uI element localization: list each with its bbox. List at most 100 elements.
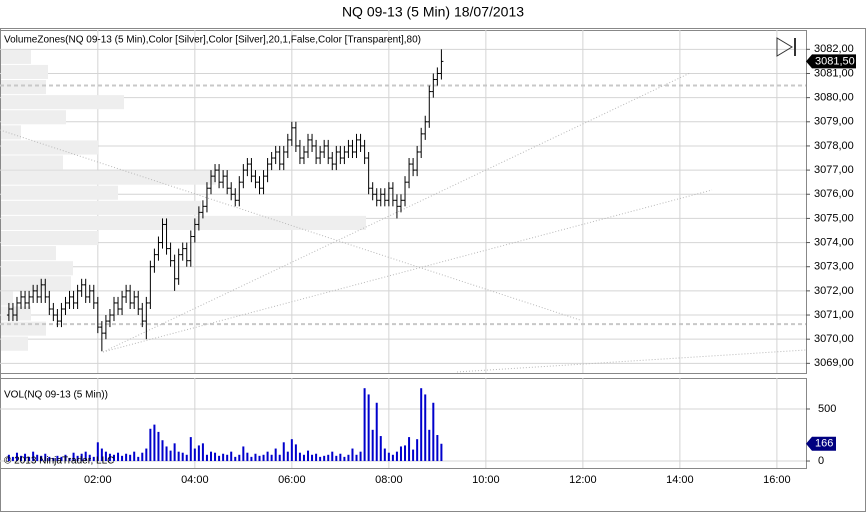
volume-bar	[387, 452, 390, 462]
x-tick-label: 14:00	[666, 474, 694, 486]
volume-bar	[399, 446, 402, 462]
volume-bar	[193, 448, 196, 462]
volume-bar	[408, 437, 411, 462]
volume-bar	[104, 451, 107, 462]
volume-bar	[28, 456, 31, 462]
volume-bar	[80, 453, 83, 462]
volume-bar	[40, 455, 43, 462]
volume-zone	[1, 95, 124, 110]
trend-line	[456, 349, 807, 373]
volume-bar	[315, 453, 318, 462]
volume-bar	[278, 454, 281, 462]
volume-bar	[209, 451, 212, 462]
volume-bar	[56, 455, 59, 462]
x-tick-label: 10:00	[472, 474, 500, 486]
volume-bar	[258, 455, 261, 462]
volume-bar	[145, 448, 148, 462]
play-icon-shape[interactable]	[776, 37, 793, 57]
volume-bar	[230, 451, 233, 462]
trend-line	[102, 189, 713, 353]
volume-bar	[68, 457, 71, 462]
x-tick-label: 08:00	[375, 474, 403, 486]
volume-bar	[246, 452, 249, 462]
volume-bar	[222, 453, 225, 462]
volume-zone	[1, 246, 56, 261]
volume-bar	[290, 439, 293, 462]
volume-bar	[351, 448, 354, 462]
volume-bar	[250, 456, 253, 462]
volume-bar	[311, 454, 314, 462]
volume-bar	[242, 446, 245, 462]
volume-bar	[7, 454, 10, 462]
volume-marker	[806, 436, 836, 451]
volume-zone	[1, 140, 98, 155]
y-tick-label: 3072,00	[814, 285, 854, 297]
volume-bar	[201, 443, 204, 462]
price-marker-label: 3081,50	[815, 55, 855, 67]
volume-bar	[274, 448, 277, 462]
y-tick-label: 0	[818, 455, 824, 467]
volume-bar	[424, 394, 427, 462]
y-tick-label: 500	[818, 403, 836, 415]
volume-bar	[149, 428, 152, 462]
volume-zone	[1, 230, 98, 246]
y-tick-label: 3070,00	[814, 333, 854, 345]
volume-bar	[177, 451, 180, 462]
volume-zone	[1, 170, 216, 185]
volume-bar	[214, 452, 217, 462]
volume-bar	[121, 455, 124, 462]
volume-bar	[15, 452, 18, 462]
volume-bar	[197, 445, 200, 462]
volume-zone	[1, 215, 366, 230]
volume-bar	[153, 424, 156, 462]
volume-zone	[1, 80, 46, 95]
volume-zone	[1, 185, 118, 200]
volume-bar	[270, 454, 273, 462]
y-tick-label: 3069,00	[814, 357, 854, 369]
over-layer: 02:00 04:00 06:00 08:00 10:00 12:00 14:00 16:00…	[6, 43, 856, 486]
volume-bar	[129, 454, 132, 462]
volume-bar	[52, 457, 55, 462]
volume-bar	[125, 453, 128, 462]
volume-bar	[117, 452, 120, 462]
volume-bar	[367, 394, 370, 462]
volume-zone	[1, 155, 63, 170]
volume-bar	[48, 456, 51, 462]
volume-zone	[1, 110, 66, 125]
volume-bar	[420, 388, 423, 462]
volume-bar	[371, 429, 374, 462]
volume-bar	[412, 449, 415, 462]
volume-bar	[319, 456, 322, 462]
volume-zone	[1, 64, 48, 80]
volume-bar	[88, 454, 91, 462]
chart-frame	[0, 28, 866, 512]
y-tick-label: 3076,00	[814, 188, 854, 200]
volume-bar	[112, 454, 115, 462]
volume-zone	[1, 200, 201, 215]
y-tick-label: 3074,00	[814, 236, 854, 248]
volume-bar	[64, 454, 67, 462]
volume-bar	[347, 454, 350, 462]
y-tick-label: 3078,00	[814, 140, 854, 152]
volume-bar	[157, 431, 160, 462]
volume-bar	[339, 453, 342, 462]
volume-bar	[294, 444, 297, 462]
volume-zone	[1, 321, 46, 336]
y-tick-label: 3071,00	[814, 309, 854, 321]
volume-bar	[161, 440, 164, 462]
volume-bar	[226, 454, 229, 462]
volume-bar	[379, 436, 382, 462]
volume-zone	[1, 336, 28, 351]
volume-bar	[84, 451, 87, 462]
x-tick-label: 06:00	[278, 474, 306, 486]
volume-bar	[254, 453, 257, 462]
volume-bar	[327, 454, 330, 462]
volume-bar	[359, 451, 362, 462]
play-icon[interactable]	[776, 37, 796, 57]
volume-bar	[266, 451, 269, 462]
volume-bar	[375, 402, 378, 462]
volume-bar	[331, 451, 334, 462]
volume-zone	[1, 291, 13, 306]
under-layer	[0, 30, 806, 468]
